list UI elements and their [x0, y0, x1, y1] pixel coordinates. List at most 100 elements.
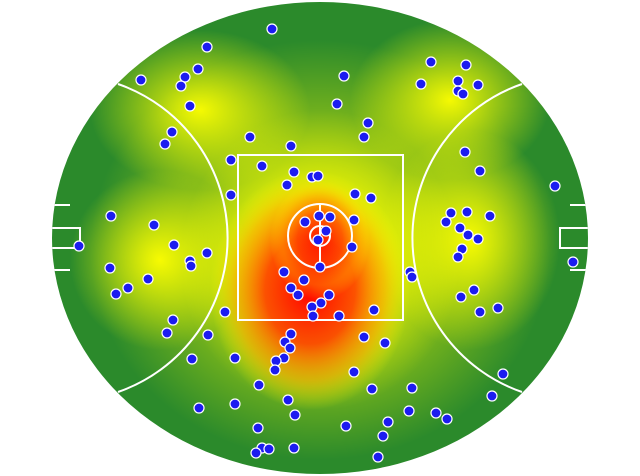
point — [372, 451, 384, 463]
point — [193, 402, 205, 414]
point — [168, 239, 180, 251]
point — [430, 407, 442, 419]
point — [452, 251, 464, 263]
point — [284, 342, 296, 354]
point — [282, 394, 294, 406]
point — [492, 302, 504, 314]
point — [382, 416, 394, 428]
point — [472, 233, 484, 245]
point — [340, 420, 352, 432]
point — [484, 210, 496, 222]
point — [457, 88, 469, 100]
point — [320, 225, 332, 237]
point — [167, 314, 179, 326]
point — [331, 98, 343, 110]
point — [415, 78, 427, 90]
point — [445, 207, 457, 219]
point — [567, 256, 579, 268]
point — [104, 262, 116, 274]
point — [110, 288, 122, 300]
point — [486, 390, 498, 402]
point — [285, 328, 297, 340]
point — [184, 100, 196, 112]
point — [472, 79, 484, 91]
point — [186, 353, 198, 365]
point — [454, 222, 466, 234]
point — [346, 241, 358, 253]
point — [312, 234, 324, 246]
point — [323, 289, 335, 301]
point — [474, 306, 486, 318]
point — [269, 364, 281, 376]
point — [263, 443, 275, 455]
point — [358, 131, 370, 143]
points — [73, 23, 579, 463]
point — [256, 160, 268, 172]
point — [461, 206, 473, 218]
point — [73, 240, 85, 252]
point — [313, 210, 325, 222]
point — [266, 23, 278, 35]
point — [201, 41, 213, 53]
point — [192, 63, 204, 75]
point — [298, 274, 310, 286]
point — [455, 291, 467, 303]
point — [307, 310, 319, 322]
point — [278, 266, 290, 278]
point — [349, 188, 361, 200]
point — [460, 59, 472, 71]
point — [348, 366, 360, 378]
point — [185, 260, 197, 272]
point — [333, 310, 345, 322]
point — [314, 261, 326, 273]
point — [299, 216, 311, 228]
point — [166, 126, 178, 138]
point — [122, 282, 134, 294]
point — [179, 71, 191, 83]
point — [244, 131, 256, 143]
point — [366, 383, 378, 395]
point — [459, 146, 471, 158]
point — [358, 331, 370, 343]
point — [201, 247, 213, 259]
point — [175, 80, 187, 92]
point — [285, 140, 297, 152]
point — [338, 70, 350, 82]
point — [377, 430, 389, 442]
point — [403, 405, 415, 417]
point — [462, 229, 474, 241]
point — [348, 214, 360, 226]
point — [288, 442, 300, 454]
point — [135, 74, 147, 86]
point — [105, 210, 117, 222]
point — [289, 409, 301, 421]
point — [368, 304, 380, 316]
point — [142, 273, 154, 285]
point — [250, 447, 262, 459]
point — [252, 422, 264, 434]
point — [425, 56, 437, 68]
point — [288, 166, 300, 178]
point — [148, 219, 160, 231]
point — [406, 271, 418, 283]
point — [281, 179, 293, 191]
point — [219, 306, 231, 318]
point — [285, 282, 297, 294]
point — [468, 284, 480, 296]
point — [365, 192, 377, 204]
point — [441, 413, 453, 425]
point — [324, 211, 336, 223]
point — [225, 189, 237, 201]
point — [440, 216, 452, 228]
point — [362, 117, 374, 129]
point — [253, 379, 265, 391]
point — [202, 329, 214, 341]
point — [292, 289, 304, 301]
point — [312, 170, 324, 182]
point — [161, 327, 173, 339]
point — [225, 154, 237, 166]
point — [452, 75, 464, 87]
point — [379, 337, 391, 349]
point — [159, 138, 171, 150]
